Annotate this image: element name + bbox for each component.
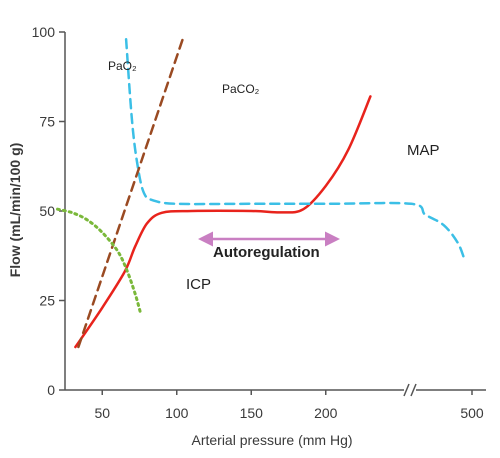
y-tick-label-1: 25	[39, 293, 55, 309]
series-line-3	[56, 207, 143, 317]
autoregulation-label: Autoregulation	[213, 244, 320, 261]
y-axis-title: Flow (mL/min/100 g)	[7, 143, 23, 278]
paco2-label: PaCO₂	[222, 82, 260, 96]
y-tick-label-2: 50	[39, 203, 55, 219]
annotation-layer: PaO₂ PaCO₂ MAP ICP Autoregulation	[108, 59, 440, 293]
series-line-2	[77, 37, 184, 349]
x-tick-label-1: 100	[165, 405, 189, 421]
axes-layer: 0 25 50 75 100 50 100 150 200 500	[32, 24, 486, 421]
y-tick-label-0: 0	[47, 382, 55, 398]
y-tick-label-3: 75	[39, 114, 55, 130]
series-line-0	[74, 95, 372, 349]
icp-label: ICP	[186, 276, 211, 293]
series-layer	[56, 37, 467, 349]
x-axis-break	[403, 383, 417, 397]
map-label: MAP	[407, 142, 440, 159]
x-tick-label-2: 150	[240, 405, 264, 421]
x-tick-label-3: 200	[314, 405, 338, 421]
x-tick-label-4: 500	[460, 405, 484, 421]
x-tick-label-0: 50	[94, 405, 110, 421]
y-tick-label-4: 100	[32, 24, 56, 40]
pao2-label: PaO₂	[108, 59, 137, 73]
x-axis-title: Arterial pressure (mm Hg)	[191, 432, 352, 448]
